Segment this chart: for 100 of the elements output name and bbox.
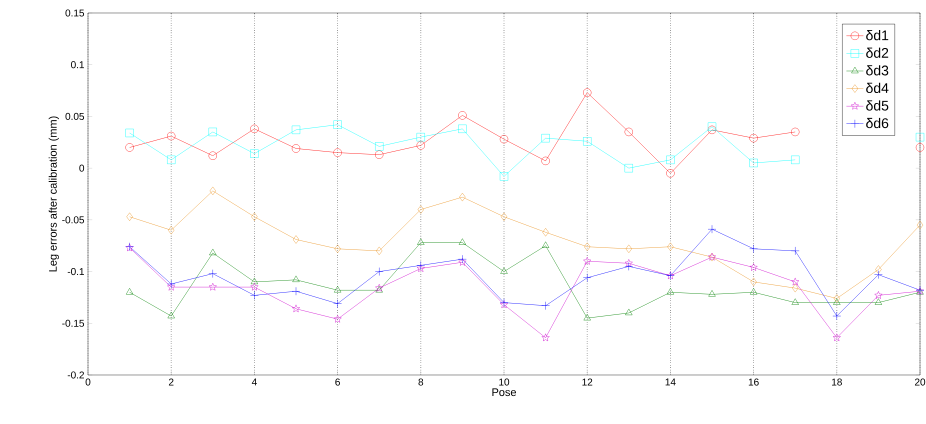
point: [208, 282, 217, 291]
point: [167, 280, 176, 288]
point: [916, 132, 924, 142]
point: [126, 288, 134, 294]
point: [458, 238, 466, 245]
y-tick-label: -0.15: [62, 320, 84, 327]
legend-label: δd3: [866, 65, 888, 76]
point: [708, 126, 716, 134]
point: [458, 111, 467, 120]
x-tick-label: 4: [252, 378, 257, 386]
point: [624, 259, 633, 267]
x-tick-label: 8: [418, 378, 424, 386]
point: [375, 284, 384, 292]
point: [500, 134, 508, 144]
point: [542, 242, 550, 248]
point: [251, 212, 258, 221]
point: [376, 286, 383, 292]
y-axis-title: Leg errors after calibration (mm): [48, 116, 59, 272]
x-tick-label: 6: [335, 378, 340, 386]
point: [459, 192, 466, 202]
x-tick-label: 0: [86, 378, 90, 386]
point: [292, 235, 300, 244]
point: [292, 126, 300, 134]
x-tick-label: 10: [499, 378, 510, 386]
point: [167, 156, 176, 164]
point: [791, 278, 800, 286]
point: [500, 212, 508, 221]
point: [750, 263, 758, 271]
point: [458, 124, 467, 134]
point: [417, 238, 424, 245]
x-tick-label: 2: [168, 378, 174, 386]
point: [210, 186, 216, 196]
point: [333, 299, 342, 308]
point: [708, 290, 716, 297]
point: [584, 242, 590, 251]
y-tick-label: -0.05: [62, 216, 84, 224]
point: [541, 302, 550, 310]
point: [542, 228, 549, 236]
x-tick-label: 20: [914, 378, 926, 386]
point: [416, 141, 425, 150]
x-tick-label: 16: [748, 378, 759, 386]
point: [874, 270, 883, 279]
point: [832, 334, 841, 342]
legend-label: δd6: [866, 118, 888, 128]
point: [292, 144, 300, 153]
point: [874, 291, 882, 299]
y-tick-label: 0.05: [65, 112, 84, 120]
point: [708, 122, 716, 131]
point: [126, 212, 133, 221]
x-axis-title: Pose: [492, 388, 516, 396]
point: [334, 244, 341, 253]
point: [834, 294, 840, 303]
point: [583, 257, 592, 265]
y-tick-label: 0.15: [65, 9, 84, 17]
point: [168, 312, 175, 318]
point: [874, 298, 882, 305]
point: [375, 267, 384, 276]
point: [250, 291, 259, 300]
point: [749, 244, 758, 253]
point: [833, 298, 840, 305]
point: [500, 267, 508, 274]
point: [125, 143, 134, 152]
point: [167, 132, 176, 140]
point: [168, 226, 174, 234]
point: [334, 286, 342, 292]
point: [791, 246, 800, 256]
point: [209, 248, 216, 256]
point: [333, 120, 342, 129]
point: [416, 261, 425, 270]
point: [749, 134, 758, 142]
point: [792, 298, 799, 305]
point: [583, 137, 592, 146]
point: [376, 246, 382, 256]
point: [791, 156, 800, 164]
point: [292, 276, 300, 282]
point: [375, 142, 384, 151]
point: [666, 156, 675, 164]
point: [292, 287, 300, 296]
point: [583, 88, 592, 97]
point: [458, 258, 466, 266]
point: [250, 278, 258, 284]
point: [625, 308, 632, 316]
point: [167, 282, 176, 291]
legend-label: δd1: [866, 30, 888, 40]
point: [916, 143, 924, 152]
point: [541, 156, 550, 166]
point: [750, 278, 757, 286]
point: [333, 148, 342, 157]
point: [208, 152, 217, 160]
point: [792, 284, 798, 292]
point: [624, 128, 633, 136]
point: [208, 128, 217, 136]
point: [458, 254, 467, 264]
point: [667, 242, 674, 251]
point: [750, 288, 758, 294]
point: [250, 149, 259, 158]
point: [624, 164, 633, 172]
point: [418, 205, 424, 214]
point: [334, 314, 342, 323]
point: [708, 224, 716, 234]
